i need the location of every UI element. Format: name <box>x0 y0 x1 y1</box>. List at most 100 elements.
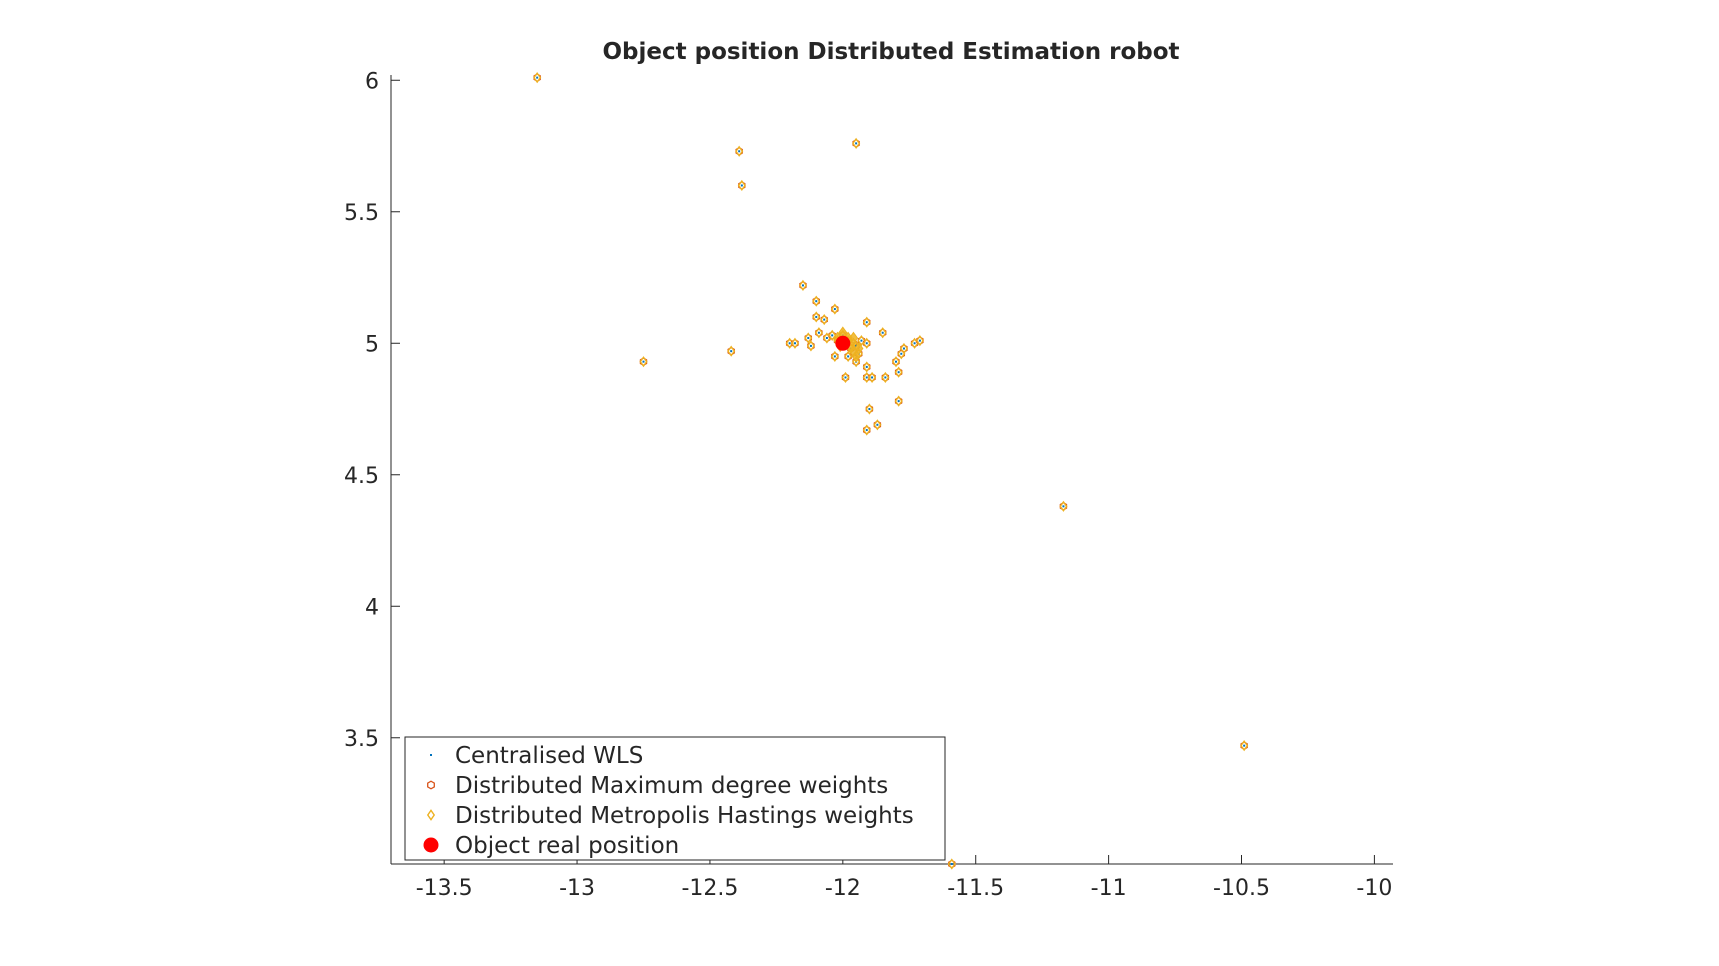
metropolis-marker <box>862 316 871 328</box>
wls-point <box>884 376 887 379</box>
legend-box <box>404 736 946 861</box>
metropolis-marker <box>881 371 890 384</box>
wls-point <box>865 321 868 324</box>
legend-entry-label: Object real position <box>455 833 679 859</box>
metropolis-marker <box>1240 740 1249 752</box>
x-tick-label: -10 <box>1356 876 1392 901</box>
legend-entry-label: Centralised WLS <box>455 743 643 769</box>
legend-metropolis-marker <box>426 809 436 821</box>
metropolis-marker <box>894 395 903 407</box>
data-points <box>533 72 1249 870</box>
metropolis-marker <box>851 350 861 363</box>
metropolis-marker <box>873 419 882 431</box>
wls-point <box>823 318 826 321</box>
legend-real-position-marker <box>423 837 439 853</box>
metropolis-marker <box>862 337 871 349</box>
x-tick-label: -13 <box>559 876 595 901</box>
metropolis-marker <box>812 311 821 323</box>
x-tick-label: -11 <box>1091 876 1127 901</box>
metropolis-marker <box>947 858 956 870</box>
wls-point <box>868 408 871 411</box>
metropolis-marker <box>639 356 648 368</box>
metropolis-marker <box>814 327 823 339</box>
metropolis-marker <box>862 361 871 373</box>
metropolis-marker <box>878 327 887 339</box>
metropolis-marker <box>820 313 829 326</box>
legend-max-degree-marker <box>427 780 435 790</box>
x-tick-label: -12.5 <box>681 876 738 901</box>
metropolis-marker <box>848 331 859 345</box>
wls-point <box>876 423 879 426</box>
wls-point <box>801 284 804 287</box>
x-axis-ticks: -13.5 -13 -12.5 -12 -11.5 -11 -10.5 -10 <box>416 855 1392 901</box>
wls-point <box>913 342 916 345</box>
wls-point <box>788 342 791 345</box>
wls-point <box>1062 505 1065 508</box>
wls-point <box>642 360 645 363</box>
metropolis-marker <box>915 335 924 347</box>
axes <box>390 75 1393 865</box>
legend: Centralised WLS Distributed Maximum degre… <box>404 736 946 861</box>
metropolis-marker <box>830 303 839 315</box>
metropolis-marker <box>841 371 850 384</box>
metropolis-marker <box>790 337 800 349</box>
y-axis-ticks: 3.5 4 4.5 5 5.5 6 <box>344 69 400 752</box>
wls-point <box>536 76 539 79</box>
metropolis-marker <box>735 145 744 157</box>
metropolis-marker <box>828 329 837 341</box>
wls-point <box>855 142 858 145</box>
wls-point <box>809 344 812 347</box>
metropolis-marker <box>1059 500 1068 512</box>
wls-point <box>738 150 741 153</box>
wls-point <box>847 355 850 358</box>
wls-point <box>881 331 884 334</box>
metropolis-marker <box>812 295 821 307</box>
metropolis-marker <box>894 366 903 378</box>
wls-point <box>902 347 905 350</box>
wls-point <box>825 337 828 339</box>
y-tick-label: 6 <box>365 69 379 94</box>
wls-point <box>865 376 868 379</box>
wls-point <box>860 339 863 342</box>
wls-point <box>894 360 897 363</box>
x-tick-label: -10.5 <box>1213 876 1270 901</box>
object-real-position-marker <box>835 335 851 351</box>
chart-title: Object position Distributed Estimation r… <box>602 39 1179 65</box>
y-tick-label: 5 <box>365 332 379 357</box>
wls-point <box>865 342 868 345</box>
legend-entry-label: Distributed Maximum degree weights <box>455 773 888 799</box>
metropolis-marker <box>804 332 813 344</box>
wls-point <box>950 863 953 865</box>
wls-point <box>897 400 900 403</box>
x-tick-label: -11.5 <box>947 876 1004 901</box>
y-tick-label: 3.5 <box>344 727 379 752</box>
metropolis-marker <box>806 340 816 352</box>
wls-point <box>897 371 900 374</box>
y-tick-label: 4 <box>365 595 379 620</box>
y-tick-label: 5.5 <box>344 201 379 226</box>
x-tick-label: -13.5 <box>416 876 473 901</box>
wls-point <box>815 300 818 303</box>
metropolis-marker <box>891 356 901 368</box>
metropolis-marker <box>868 371 877 384</box>
y-tick-label: 4.5 <box>344 464 379 489</box>
x-tick-label: -12 <box>825 876 861 901</box>
metropolis-marker <box>857 335 866 347</box>
metropolis-marker <box>844 350 853 363</box>
metropolis-marker <box>798 279 808 291</box>
wls-point <box>740 184 743 187</box>
wls-point <box>865 429 868 432</box>
legend-wls-marker <box>430 754 432 756</box>
wls-point <box>831 334 834 337</box>
metropolis-marker <box>737 179 746 192</box>
metropolis-marker <box>852 356 861 368</box>
metropolis-marker <box>830 350 839 363</box>
wls-point <box>833 308 836 311</box>
wls-point <box>817 331 820 334</box>
wls-point <box>900 352 903 355</box>
wls-point <box>844 376 847 379</box>
wls-point <box>793 342 796 345</box>
metropolis-marker <box>865 403 874 415</box>
wls-point <box>871 376 874 379</box>
